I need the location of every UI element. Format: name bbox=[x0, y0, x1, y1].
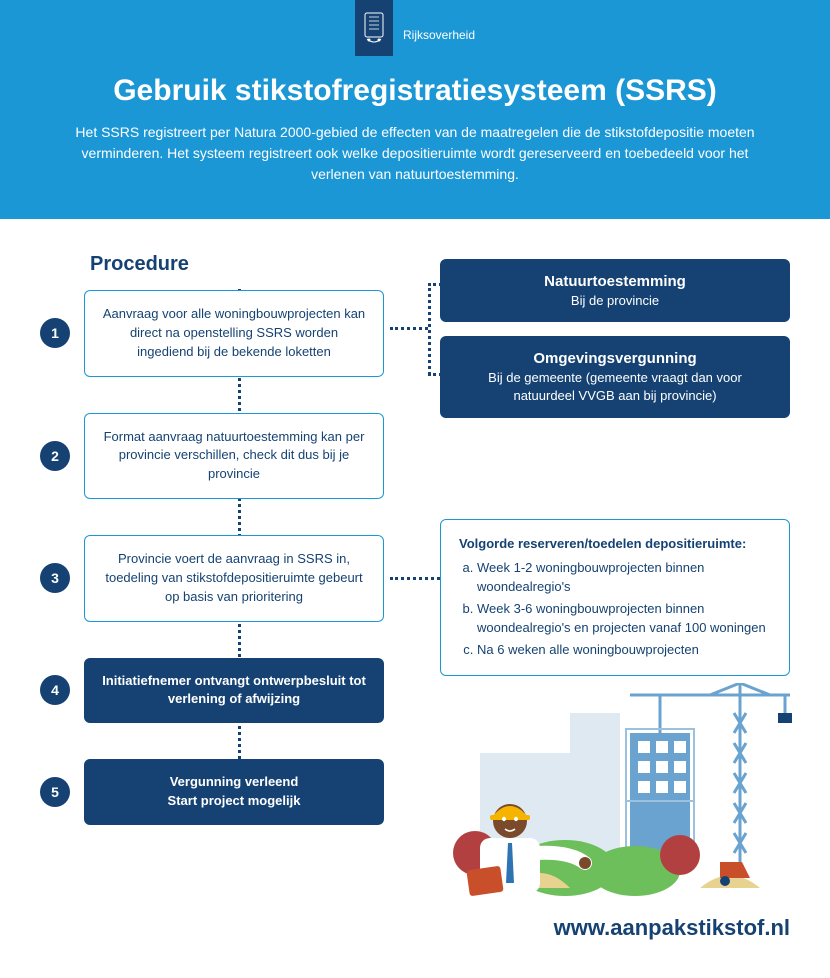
step-3: 3 Provincie voert de aanvraag in SSRS in… bbox=[40, 535, 400, 622]
card-omgevingsvergunning: Omgevingsvergunning Bij de gemeente (gem… bbox=[440, 336, 790, 417]
connector-to-card2 bbox=[428, 373, 442, 376]
step-card: Vergunning verleend Start project mogeli… bbox=[84, 759, 384, 825]
card-sub: Bij de provincie bbox=[458, 292, 772, 310]
connector-step1-right bbox=[390, 327, 428, 330]
footer-url: www.aanpakstikstof.nl bbox=[554, 915, 790, 941]
logo-ribbon: Rijksoverheid bbox=[355, 0, 475, 56]
page-title: Gebruik stikstofregistratiesysteem (SSRS… bbox=[60, 74, 770, 108]
card-natuurtoestemming: Natuurtoestemming Bij de provincie bbox=[440, 259, 790, 322]
step-card: Initiatiefnemer ontvangt ontwerpbesluit … bbox=[84, 658, 384, 724]
info-list: Week 1-2 woningbouwprojecten binnen woon… bbox=[459, 558, 771, 660]
steps-column: 1 Aanvraag voor alle woningbouwprojecten… bbox=[40, 290, 400, 825]
card-title: Omgevingsvergunning bbox=[458, 348, 772, 369]
step-number: 5 bbox=[40, 777, 70, 807]
step-2: 2 Format aanvraag natuurtoestemming kan … bbox=[40, 413, 400, 500]
info-box: Volgorde reserveren/toedelen depositieru… bbox=[440, 519, 790, 676]
info-item: Week 1-2 woningbouwprojecten binnen woon… bbox=[477, 558, 771, 597]
info-title: Volgorde reserveren/toedelen depositieru… bbox=[459, 534, 771, 554]
page-subtitle: Het SSRS registreert per Natura 2000-geb… bbox=[65, 122, 765, 185]
step-number: 4 bbox=[40, 675, 70, 705]
step-5: 5 Vergunning verleend Start project moge… bbox=[40, 759, 400, 825]
connector-right-vertical bbox=[428, 283, 431, 375]
step-number: 1 bbox=[40, 318, 70, 348]
info-item: Week 3-6 woningbouwprojecten binnen woon… bbox=[477, 599, 771, 638]
info-item: Na 6 weken alle woningbouwprojecten bbox=[477, 640, 771, 660]
rijksoverheid-crest-icon bbox=[355, 0, 393, 56]
card-title: Natuurtoestemming bbox=[458, 271, 772, 292]
step-4: 4 Initiatiefnemer ontvangt ontwerpbeslui… bbox=[40, 658, 400, 724]
step-card: Format aanvraag natuurtoestemming kan pe… bbox=[84, 413, 384, 500]
step-card: Provincie voert de aanvraag in SSRS in, … bbox=[84, 535, 384, 622]
right-cards: Natuurtoestemming Bij de provincie Omgev… bbox=[440, 259, 790, 432]
step-card: Aanvraag voor alle woningbouwprojecten k… bbox=[84, 290, 384, 377]
step-1: 1 Aanvraag voor alle woningbouwprojecten… bbox=[40, 290, 400, 377]
construction-illustration bbox=[420, 683, 800, 913]
step-number: 2 bbox=[40, 441, 70, 471]
connector-step3-info bbox=[390, 577, 440, 580]
connector-to-card1 bbox=[428, 283, 442, 286]
org-name: Rijksoverheid bbox=[403, 28, 475, 42]
step-number: 3 bbox=[40, 563, 70, 593]
header: Rijksoverheid Gebruik stikstofregistrati… bbox=[0, 0, 830, 219]
content: Procedure 1 Aanvraag voor alle woningbou… bbox=[0, 219, 830, 963]
card-sub: Bij de gemeente (gemeente vraagt dan voo… bbox=[458, 369, 772, 405]
